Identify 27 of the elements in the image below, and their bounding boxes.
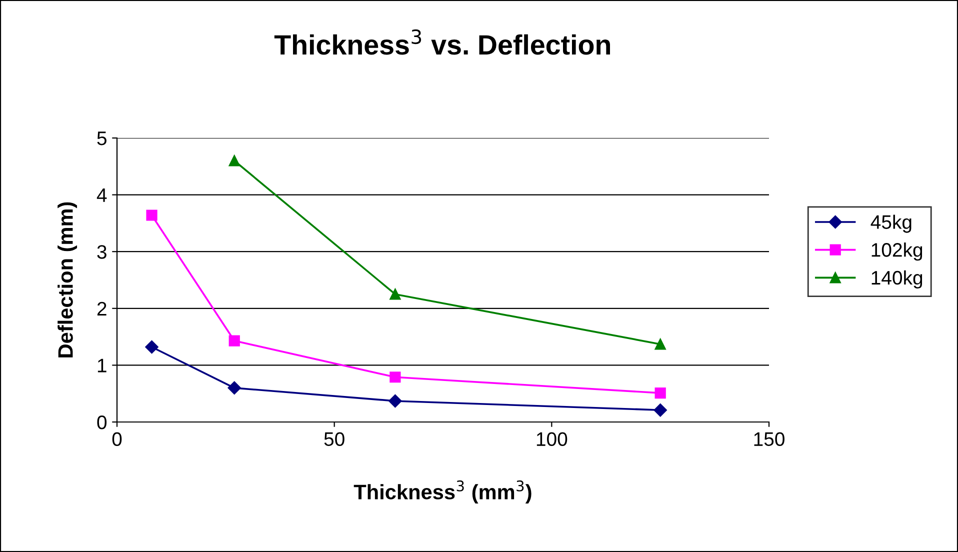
point — [390, 288, 401, 300]
point — [390, 372, 401, 383]
y-tick-label: 5 — [97, 132, 106, 146]
y-axis-title: Deflection (mm) — [58, 202, 78, 358]
chart-title: Thickness$^{3}$ vs. Deflection — [274, 29, 610, 55]
point — [654, 387, 666, 399]
point — [654, 403, 667, 417]
point — [388, 394, 402, 408]
y-tick-label: 3 — [97, 245, 106, 259]
y-tick-label: 4 — [96, 188, 107, 202]
y-tick-label: 1 — [98, 358, 106, 372]
y-tick-label: 2 — [97, 302, 106, 316]
legend-label: 140kg — [872, 270, 922, 289]
x-tick-label: 50 — [324, 432, 344, 446]
x-tick-label: 100 — [536, 432, 568, 446]
point — [654, 338, 666, 350]
point — [146, 210, 158, 221]
point — [228, 335, 240, 346]
x-tick-label: 150 — [754, 432, 784, 446]
x-tick-label: 0 — [112, 432, 122, 446]
x-axis-title: Thickness$^{3}$ (mm$^{3}$) — [354, 480, 532, 504]
point — [228, 155, 240, 166]
point — [228, 381, 241, 395]
legend-label: 102kg — [872, 242, 922, 261]
legend-label: 45kg — [870, 214, 912, 233]
y-tick-label: 0 — [97, 415, 107, 430]
point — [145, 340, 158, 354]
